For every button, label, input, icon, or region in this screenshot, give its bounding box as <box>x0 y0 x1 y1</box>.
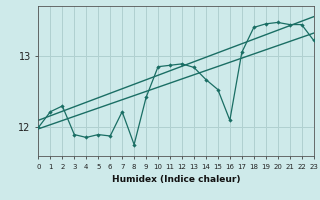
X-axis label: Humidex (Indice chaleur): Humidex (Indice chaleur) <box>112 175 240 184</box>
